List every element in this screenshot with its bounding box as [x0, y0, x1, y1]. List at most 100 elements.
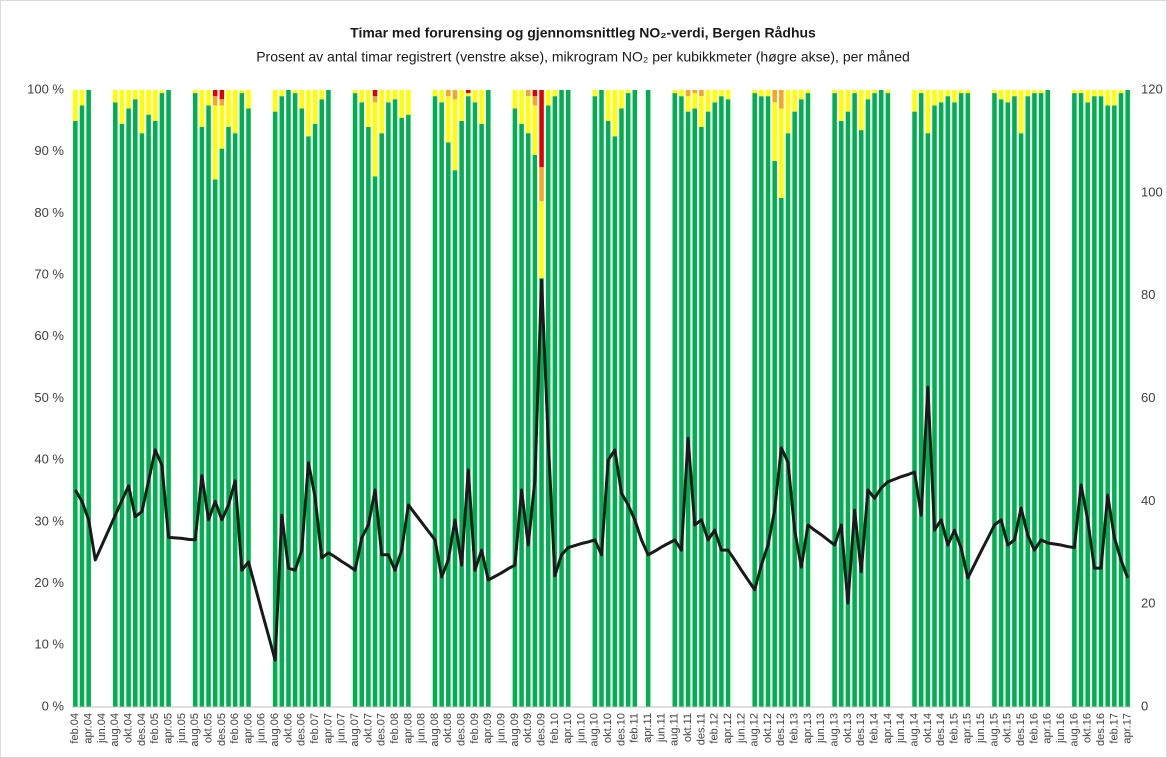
bar-segment: [79, 90, 85, 106]
x-tick-label: aug.09: [509, 713, 521, 747]
bar-segment: [565, 90, 571, 707]
y-tick-label: 30 %: [34, 513, 64, 528]
bar-segment: [139, 90, 145, 134]
bar-segment: [545, 90, 551, 106]
bar-segment: [858, 90, 864, 131]
bar-segment: [799, 99, 804, 707]
bar-segment: [965, 90, 971, 94]
bar-segment: [725, 99, 731, 707]
bar-segment: [232, 90, 238, 134]
bar-segment: [246, 90, 251, 109]
x-tick-label: feb.17: [1108, 713, 1120, 744]
bar-segment: [632, 90, 638, 707]
bar-segment: [212, 179, 218, 708]
bar-segment: [272, 90, 278, 112]
x-tick-label: feb.11: [629, 713, 641, 743]
y-tick-label: 70 %: [34, 267, 64, 282]
bar-segment: [432, 96, 438, 708]
bar-segment: [685, 90, 691, 97]
x-tick-label: aug.10: [589, 713, 601, 747]
bar-segment: [699, 96, 704, 128]
bar-segment: [319, 90, 325, 100]
bar-segment: [759, 90, 764, 97]
bar-segment: [1105, 90, 1110, 106]
bar-segment: [212, 105, 218, 180]
bar-segment: [239, 90, 245, 94]
x-tick-label: apr.15: [962, 713, 974, 744]
bar-segment: [152, 90, 158, 121]
bar-segment: [459, 90, 464, 121]
bar-segment: [113, 90, 118, 103]
bar-segment: [958, 93, 964, 707]
y-tick-label: 20 %: [34, 575, 64, 590]
y-tick-label: 10 %: [34, 637, 64, 652]
bar-segment: [685, 96, 691, 112]
bar-segment: [79, 105, 85, 708]
bar-segment: [192, 90, 198, 94]
bar-segment: [592, 96, 598, 708]
bar-segment: [1045, 90, 1051, 707]
bar-segment: [306, 90, 311, 137]
bar-segment: [679, 90, 684, 97]
x-tick-label: jun.10: [575, 713, 587, 744]
bar-segment: [206, 90, 211, 106]
x-tick-label: okt.12: [762, 713, 774, 743]
bar-segment: [759, 96, 764, 708]
bar-segment: [1098, 90, 1104, 97]
x-tick-label: feb.14: [868, 713, 880, 744]
bar-segment: [1112, 90, 1117, 106]
x-tick-label: jun.05: [176, 713, 188, 744]
bar-segment: [832, 90, 837, 94]
x-tick-label: okt.09: [522, 713, 534, 743]
bar-segment: [705, 90, 711, 112]
bar-segment: [938, 90, 944, 103]
bar-segment: [765, 96, 771, 708]
bar-segment: [885, 90, 891, 94]
x-tick-label: apr.07: [322, 713, 334, 744]
bar-segment: [952, 90, 957, 103]
bar-segment: [512, 90, 518, 109]
bar-segment: [372, 176, 378, 707]
bar-segment: [605, 120, 611, 708]
x-tick-label: okt.06: [282, 713, 294, 743]
bar-segment: [712, 102, 717, 708]
bar-segment: [166, 90, 171, 707]
bar-segment: [366, 90, 371, 128]
x-tick-label: des.14: [935, 713, 947, 746]
y-tick-label: 50 %: [34, 390, 64, 405]
bar-segment: [306, 136, 311, 707]
x-tick-label: okt.10: [602, 713, 614, 743]
bar-segment: [219, 90, 225, 100]
bar-segment: [352, 90, 358, 94]
bar-segment: [878, 90, 884, 707]
bar-segment: [785, 90, 791, 134]
bar-segment: [159, 90, 165, 94]
bar-segment: [925, 90, 931, 134]
bar-segment: [772, 90, 777, 103]
x-tick-label: apr.11: [642, 713, 654, 743]
bar-segment: [532, 90, 538, 97]
x-tick-label: des.11: [695, 713, 707, 745]
bar-segment: [279, 90, 285, 97]
bar-segment: [699, 127, 704, 707]
bar-segment: [952, 102, 957, 708]
bar-segment: [932, 105, 937, 708]
bar-segment: [539, 90, 544, 168]
bar-segment: [432, 90, 438, 97]
bar-segment: [772, 102, 777, 161]
bar-segment: [73, 90, 78, 121]
bar-segment: [386, 90, 391, 103]
bar-segment: [805, 90, 811, 94]
chart-subtitle: Prosent av antal timar registrert (venst…: [256, 49, 910, 65]
x-tick-label: feb.10: [549, 713, 561, 744]
bar-segment: [672, 90, 678, 94]
bar-segment: [958, 90, 964, 94]
bar-segment: [525, 96, 531, 134]
bar-segment: [379, 90, 384, 134]
x-tick-label: aug.08: [429, 713, 441, 747]
x-tick-label: aug.11: [669, 713, 681, 746]
bar-segment: [938, 102, 944, 708]
bar-segment: [672, 93, 678, 707]
